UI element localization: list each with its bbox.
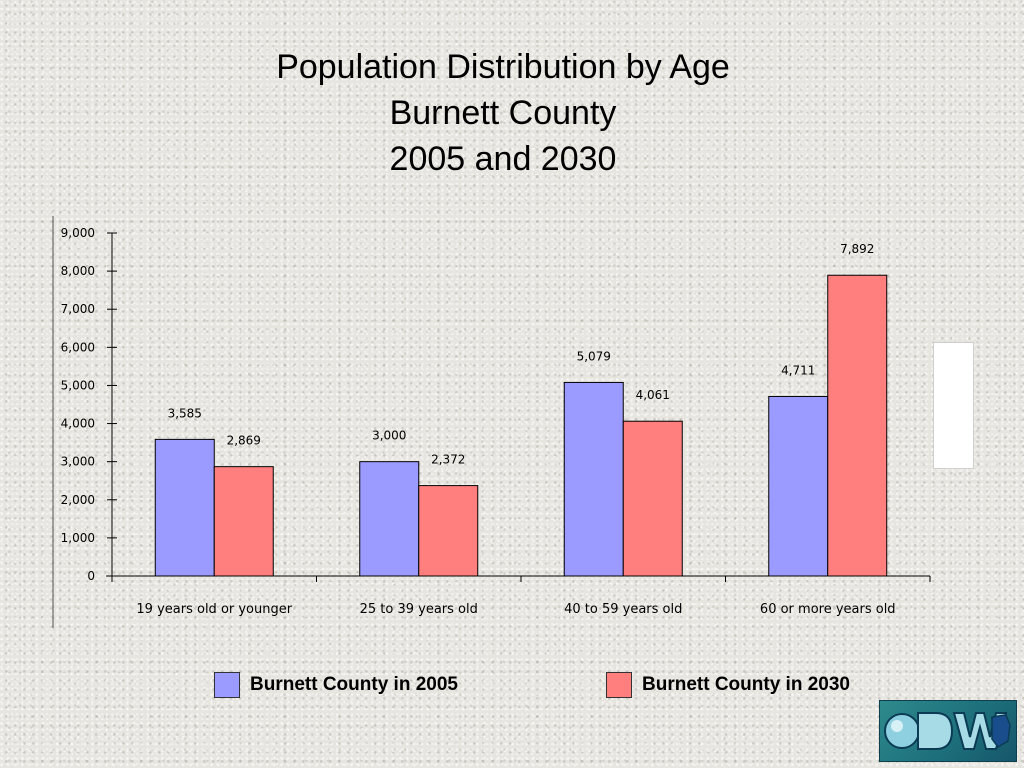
chart-title: Population Distribution by Age Burnett C… [0,44,1006,182]
data-label: 5,079 [577,349,611,363]
x-category-label: 60 or more years old [760,602,896,617]
y-tick-label: 1,000 [61,531,95,545]
dwd-logo-icon [879,700,1017,762]
legend-item-2005: Burnett County in 2005 [214,670,458,700]
legend-swatch-2005 [214,672,240,698]
bar-2005 [154,438,215,577]
y-tick-label: 2,000 [61,493,95,507]
x-category-label: 25 to 39 years old [360,602,478,617]
legend-item-2030: Burnett County in 2030 [606,670,850,700]
chart-legend: Burnett County in 2005 Burnett County in… [0,670,1024,704]
bar-chart: 0 1,000 2,000 3,000 4,000 5,000 6,000 7,000 8,00… [52,216,931,628]
title-line-2: Burnett County [389,94,617,132]
data-label: 2,869 [227,434,261,448]
bar-2030 [418,485,479,577]
bar-2030 [213,466,274,577]
x-category-label: 19 years old or younger [136,602,292,617]
data-label: 4,061 [636,388,670,402]
y-tick-label: 4,000 [61,417,95,431]
legend-label-2030: Burnett County in 2030 [642,674,850,695]
y-tick-label: 9,000 [61,226,95,240]
title-line-1: Population Distribution by Age [276,48,730,86]
bar-2005 [563,381,624,577]
data-label: 7,892 [840,242,874,256]
y-tick-label: 5,000 [61,378,95,392]
white-panel [933,342,974,469]
y-tick-label: 3,000 [61,455,95,469]
y-tick-label: 6,000 [61,340,95,354]
x-category-label: 40 to 59 years old [564,602,682,617]
bar-2030 [827,274,888,577]
data-label: 3,585 [168,406,202,420]
data-label: 2,372 [431,453,465,467]
title-line-3: 2005 and 2030 [389,140,617,178]
y-tick-label: 0 [87,569,95,583]
data-label: 3,000 [372,429,406,443]
bar-2005 [768,395,829,577]
y-tick-label: 8,000 [61,264,95,278]
y-tick-label: 7,000 [61,302,95,316]
data-label: 4,711 [781,363,815,377]
bar-2030 [622,420,683,577]
legend-swatch-2030 [606,672,632,698]
legend-label-2005: Burnett County in 2005 [250,674,458,695]
bar-2005 [359,461,420,577]
